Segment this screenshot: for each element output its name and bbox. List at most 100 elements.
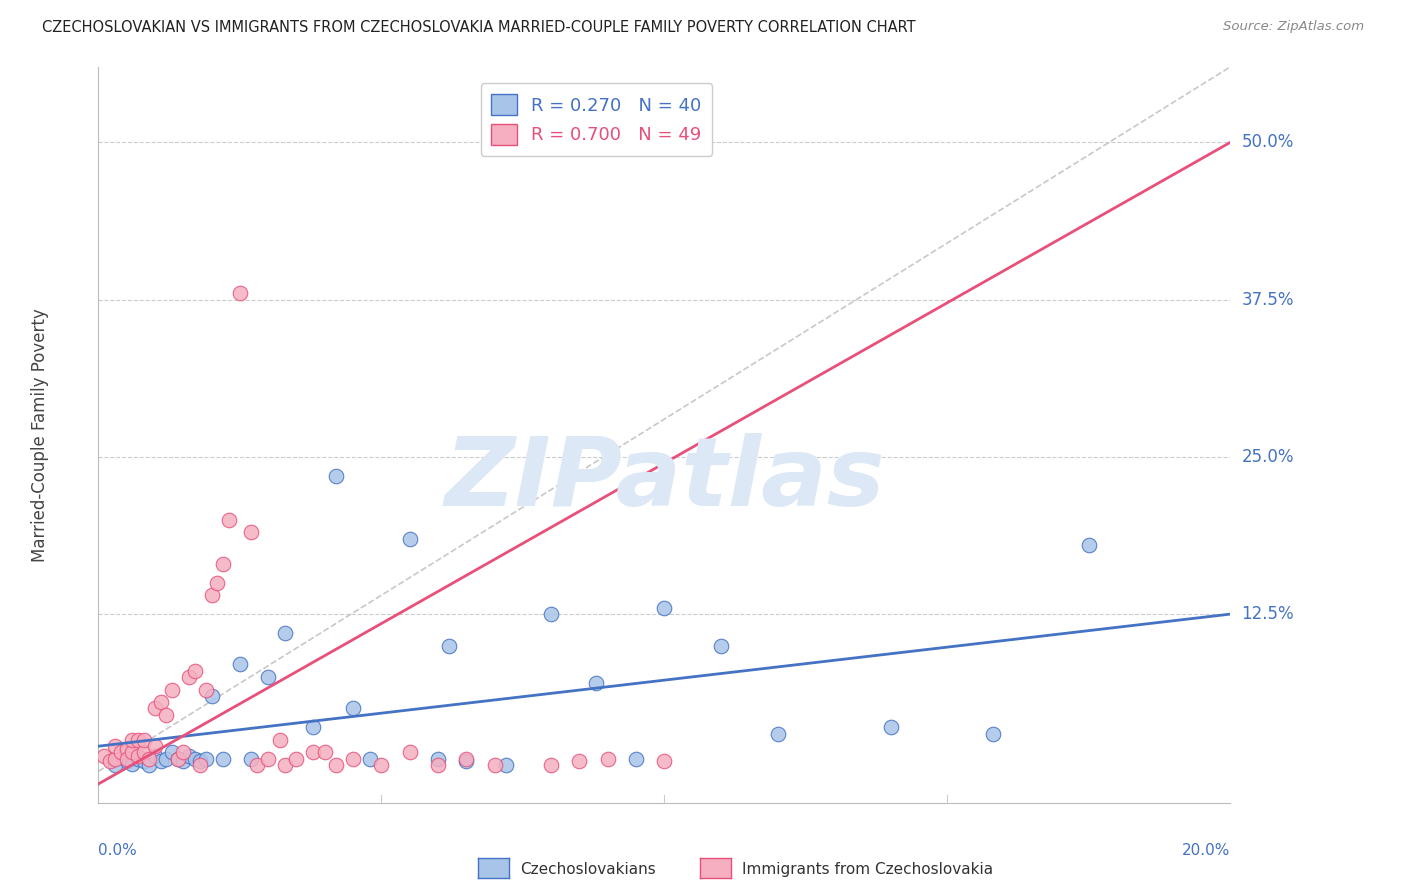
Point <box>121 756 143 771</box>
Point <box>201 588 224 602</box>
Point <box>274 626 297 640</box>
Point <box>456 754 478 768</box>
Point <box>127 732 149 747</box>
Point <box>104 739 127 754</box>
Point <box>188 758 211 772</box>
Point <box>127 752 149 766</box>
Point <box>302 746 325 760</box>
Point <box>240 525 263 540</box>
Text: Czechoslovakians: Czechoslovakians <box>520 863 657 877</box>
Point <box>98 754 121 768</box>
Text: Immigrants from Czechoslovakia: Immigrants from Czechoslovakia <box>742 863 994 877</box>
Point <box>240 752 263 766</box>
Point <box>398 746 420 760</box>
Point <box>342 701 364 715</box>
Point <box>229 657 252 672</box>
Point <box>183 664 205 678</box>
Point <box>121 746 143 760</box>
Point <box>160 746 183 760</box>
Point <box>201 689 224 703</box>
Point <box>766 726 789 740</box>
Point <box>212 752 235 766</box>
Point <box>115 752 138 766</box>
Point <box>596 752 619 766</box>
Point <box>257 670 280 684</box>
Point <box>183 752 205 766</box>
Point <box>212 557 235 571</box>
Point <box>194 752 217 766</box>
Point <box>1077 538 1099 552</box>
Text: Source: ZipAtlas.com: Source: ZipAtlas.com <box>1223 20 1364 33</box>
Point <box>127 749 149 764</box>
Point <box>981 726 1004 740</box>
Point <box>218 513 240 527</box>
Point <box>302 720 325 734</box>
Point <box>246 758 269 772</box>
Point <box>166 752 188 766</box>
Point <box>370 758 392 772</box>
Point <box>274 758 297 772</box>
Text: 25.0%: 25.0% <box>1241 448 1294 466</box>
Point <box>398 532 420 546</box>
Text: 0.0%: 0.0% <box>98 843 138 858</box>
Legend: R = 0.270   N = 40, R = 0.700   N = 49: R = 0.270 N = 40, R = 0.700 N = 49 <box>481 83 713 156</box>
Text: CZECHOSLOVAKIAN VS IMMIGRANTS FROM CZECHOSLOVAKIA MARRIED-COUPLE FAMILY POVERTY : CZECHOSLOVAKIAN VS IMMIGRANTS FROM CZECH… <box>42 20 915 35</box>
Point <box>585 676 607 690</box>
Point <box>138 752 160 766</box>
Point <box>149 754 172 768</box>
Text: 50.0%: 50.0% <box>1241 134 1294 152</box>
Point <box>143 749 166 764</box>
Point <box>121 732 143 747</box>
Point <box>568 754 591 768</box>
Text: Married-Couple Family Poverty: Married-Couple Family Poverty <box>31 308 49 562</box>
Point <box>172 746 194 760</box>
Point <box>325 468 347 483</box>
Point <box>194 682 217 697</box>
Point <box>104 758 127 772</box>
Point <box>155 707 177 722</box>
Point <box>495 758 517 772</box>
Text: 20.0%: 20.0% <box>1182 843 1230 858</box>
Text: 37.5%: 37.5% <box>1241 291 1294 309</box>
Point <box>710 639 733 653</box>
Point <box>160 682 183 697</box>
Point <box>314 746 336 760</box>
Point <box>342 752 364 766</box>
Point <box>325 758 347 772</box>
Point <box>880 720 903 734</box>
Point <box>143 739 166 754</box>
Point <box>177 670 200 684</box>
Point <box>188 754 211 768</box>
Point <box>484 758 506 772</box>
Point <box>104 752 127 766</box>
Point <box>257 752 280 766</box>
Point <box>269 732 291 747</box>
Point <box>177 749 200 764</box>
Point <box>456 752 478 766</box>
Point <box>285 752 308 766</box>
Point <box>115 741 138 756</box>
Point <box>652 754 676 768</box>
Point <box>652 600 676 615</box>
Point <box>110 746 132 760</box>
Point <box>172 754 194 768</box>
Point <box>143 701 166 715</box>
Point <box>149 695 172 709</box>
Point <box>207 575 229 590</box>
Point <box>427 752 450 766</box>
Text: ZIPatlas: ZIPatlas <box>444 433 884 525</box>
Point <box>155 752 177 766</box>
Text: 12.5%: 12.5% <box>1241 605 1294 624</box>
Point <box>427 758 450 772</box>
Point <box>132 746 155 760</box>
Point <box>166 752 188 766</box>
Point <box>93 749 115 764</box>
Point <box>229 286 252 301</box>
Point <box>359 752 381 766</box>
Point <box>138 758 160 772</box>
Point <box>115 754 138 768</box>
Point <box>624 752 647 766</box>
Point <box>439 639 461 653</box>
Point <box>540 607 562 621</box>
Point <box>132 754 155 768</box>
